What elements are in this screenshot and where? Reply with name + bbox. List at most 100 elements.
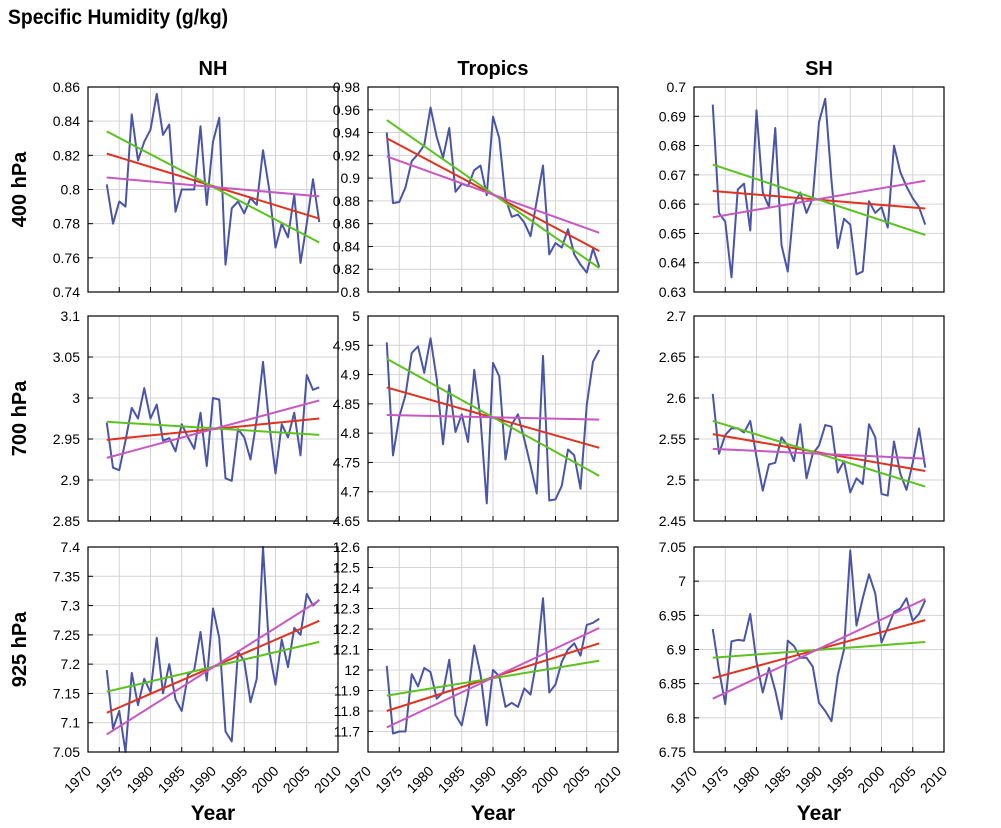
panel-8-ytick-label: 7.05 [659,539,686,555]
x-axis-title-0: Year [191,802,235,825]
panel-8-ytick-label: 6.9 [667,642,687,658]
panel-2-ytick-label: 0.66 [659,196,686,212]
panel-6-xtick-label: 1980 [123,763,156,796]
row-label-0: 400 hPa [9,151,31,227]
panel-0-trend-line-magenta [106,176,320,198]
panel-7-trend-line-magenta [386,627,600,729]
panel-1-frame [367,86,619,293]
panel-5-ytick-label: 2.7 [667,308,687,324]
panel-7-ytick-label: 11.9 [334,683,360,699]
panel-5-ytick-label: 2.65 [659,349,686,365]
panel-6-ytick-label: 7.1 [61,715,81,731]
panel-8-xtick-label: 1980 [729,763,762,796]
panel-3-ytick-label: 2.95 [53,431,80,447]
panel-8-xtick-label: 2010 [917,763,950,796]
panel-4-ytick-label: 4.75 [333,454,360,470]
panel-5-trend-line-red [712,433,926,472]
x-axis-title-1: Year [471,802,515,825]
panel-8-xtick-label: 1995 [823,763,856,796]
panel-6-xtick-label: 2005 [280,763,313,796]
panel-6-xtick-label: 1970 [61,763,94,796]
page-title: Specific Humidity (g/kg) [8,6,229,29]
panel-2-data-series [711,97,927,279]
panel-1-ytick-label: 0.9 [341,170,361,186]
panel-8-ytick-label: 6.85 [659,676,686,692]
panel-6-ytick-label: 7.3 [61,598,81,614]
panel-2-trend-line-magenta [712,179,926,219]
panel-1-ytick-label: 0.98 [333,79,360,95]
panel-2-ytick-label: 0.67 [659,167,686,183]
panel-6-trend-line-magenta [106,599,320,736]
panel-8-xtick-label: 1990 [792,763,825,796]
panel-4-ytick-label: 5 [352,308,360,324]
panel-7-ytick-label: 12.6 [333,539,360,555]
panel-7-ytick-label: 11.8 [334,703,360,719]
panel-0-ytick-label: 0.74 [53,284,80,300]
panel-3-data-series [105,360,320,482]
panel-7-xtick-label: 1985 [435,763,468,796]
panel-4-data-series [385,337,601,505]
panel-6-ytick-label: 7.25 [53,627,80,643]
panel-6-xtick-label: 1975 [92,763,125,796]
panel-4-ytick-label: 4.65 [333,513,360,529]
panel-4-ytick-label: 4.8 [341,425,361,441]
panel-4-trend-line-magenta [386,413,600,421]
panel-4-ytick-label: 4.95 [333,337,360,353]
panel-6-xtick-label: 2010 [311,763,344,796]
panel-0-ytick-label: 0.86 [53,79,80,95]
column-header-1: Tropics [457,58,528,80]
row-label-2: 925 hPa [9,611,31,687]
panel-5-trend-line-magenta [712,447,926,460]
panel-2-ytick-label: 0.7 [667,79,687,95]
panel-7-data-series [385,597,600,735]
panel-6-frame [87,546,339,753]
panel-4-ytick-label: 4.85 [333,396,360,412]
panel-6-xtick-label: 1995 [217,763,250,796]
panel-4-ytick-label: 4.7 [341,484,361,500]
panel-3-ytick-label: 3 [72,390,80,406]
panel-0-ytick-label: 0.78 [53,216,80,232]
panel-0-frame [87,86,339,293]
x-axis-title-2: Year [797,802,841,825]
panel-6-data-series [105,546,320,753]
panel-3-ytick-label: 3.1 [61,308,81,324]
panel-8-xtick-label: 1975 [698,763,731,796]
panel-3-ytick-label: 2.85 [53,513,80,529]
panel-2-ytick-label: 0.65 [659,225,686,241]
panel-0-ytick-label: 0.82 [53,147,80,163]
panel-8-xtick-label: 1970 [667,763,700,796]
panel-4-ytick-label: 4.9 [341,367,361,383]
panel-7-xtick-label: 2005 [560,763,593,796]
panel-6-ytick-label: 7.15 [53,685,80,701]
panel-1-trend-line-magenta [386,155,600,234]
panel-5-ytick-label: 2.45 [659,513,686,529]
panel-8-ytick-label: 6.8 [667,710,687,726]
panel-3-trend-line-magenta [106,399,320,459]
panel-8-ytick-label: 7 [678,573,686,589]
panel-2-ytick-label: 0.64 [659,255,686,271]
panel-5-data-series [711,393,927,497]
panel-7-xtick-label: 1970 [341,763,374,796]
panel-7-xtick-label: 2010 [591,763,624,796]
panel-4-frame [367,315,619,522]
panel-6-ytick-label: 7.2 [61,656,81,672]
panel-7-xtick-label: 2000 [528,763,561,796]
panel-6-ytick-label: 7.4 [61,539,81,555]
panel-8-trend-line-magenta [712,598,926,700]
panel-1-data-series [385,106,601,274]
column-header-2: SH [805,58,833,80]
panel-7-frame [367,546,619,753]
row-label-1: 700 hPa [9,380,31,456]
panel-2-ytick-label: 0.63 [659,284,686,300]
panel-2-frame [693,86,945,293]
panel-6-xtick-label: 1985 [155,763,188,796]
panel-8-ytick-label: 6.75 [659,744,686,760]
panel-8-xtick-label: 2000 [854,763,887,796]
panel-7-xtick-label: 1995 [497,763,530,796]
panel-1-ytick-label: 0.8 [341,284,361,300]
panel-7-ytick-label: 12.3 [333,601,360,617]
panel-7-ytick-label: 12.2 [333,621,360,637]
panel-3-ytick-label: 3.05 [53,349,80,365]
panel-0-ytick-label: 0.84 [53,113,80,129]
